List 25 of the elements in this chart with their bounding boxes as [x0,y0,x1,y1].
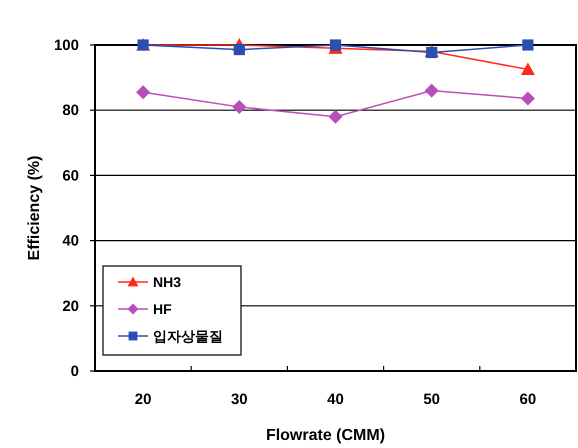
x-tick-label: 50 [423,391,440,408]
point [424,84,439,98]
point [234,44,245,56]
y-tick-label: 0 [70,363,79,380]
y-tick-label: 20 [62,298,79,315]
y-axis-title: Efficiency (%) [26,156,43,260]
point [232,100,246,114]
y-tick-label: 100 [54,37,79,54]
y-tick-label: 60 [62,167,79,184]
legend-label: HF [153,301,172,317]
x-tick-label: 20 [134,391,152,408]
point [136,85,150,100]
point [328,110,342,124]
y-tick-label: 40 [62,232,79,250]
point [520,62,535,76]
legend-label: 입자상물질 [153,328,223,344]
point [522,39,534,51]
y-tick-label: 80 [62,102,79,120]
x-tick-label: 40 [327,391,344,408]
x-axis-title: Flowrate (CMM) [266,427,386,444]
x-tick-label: 60 [520,391,536,408]
point [330,39,342,51]
legend-label: NH3 [153,274,182,290]
x-tick-label: 30 [230,391,248,408]
point [520,91,535,106]
